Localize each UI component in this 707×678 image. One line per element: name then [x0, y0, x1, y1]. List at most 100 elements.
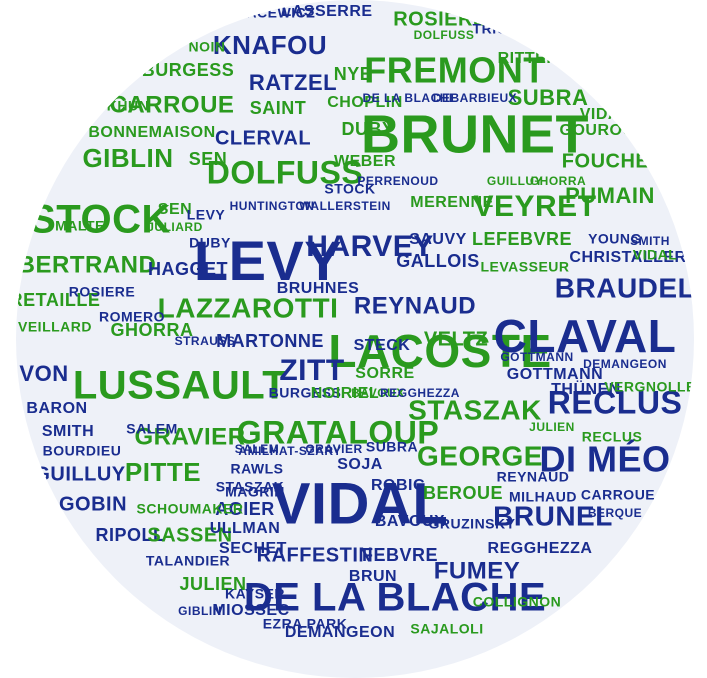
word-11: GRATALOUP: [237, 414, 439, 450]
word-37: NYE: [334, 64, 373, 84]
word-16: BRAUDEL: [555, 272, 694, 303]
word-17: STASZAK: [408, 394, 542, 425]
word-3: LACOSTE: [328, 325, 551, 377]
word-42: RITTER: [498, 50, 559, 67]
word-23: BERTRAND: [18, 251, 157, 278]
word-62: GHORRA: [111, 320, 194, 340]
word-59: GUILLUY: [34, 463, 125, 485]
word-121: ROSIERE: [69, 284, 136, 300]
word-115: GRAVIER: [305, 442, 362, 456]
word-19: BRUNEL: [493, 500, 613, 531]
word-27: KNAFOU: [213, 30, 327, 60]
word-77: SORRE: [355, 365, 414, 382]
word-133: KAYSER: [225, 586, 285, 602]
word-96: MALTE: [55, 218, 105, 234]
word-57: SMITH: [42, 423, 94, 440]
word-56: BARON: [26, 400, 87, 417]
word-14: VEYRET: [473, 190, 596, 223]
word-79: VELTZ: [424, 328, 488, 350]
word-73: ROBIC: [371, 477, 425, 494]
word-103: VERGNOLLE: [604, 379, 694, 395]
word-50: YOUNG: [588, 231, 642, 247]
word-127: GOTTMANN: [500, 350, 573, 364]
word-116: AMILHAT-SZARY: [238, 444, 341, 458]
word-134: GIBLIN: [178, 604, 222, 618]
word-21: CARROUE: [110, 91, 235, 118]
word-71: SOJA: [337, 456, 383, 473]
word-128: JULIEN: [529, 420, 575, 434]
word-41: VIDAL: [580, 106, 631, 123]
word-138: NOIN: [189, 39, 226, 55]
word-114: SUBRA: [366, 439, 418, 455]
word-105: DEMANGEON: [583, 357, 667, 371]
word-118: RAWLS: [230, 461, 283, 477]
word-20: REYNAUD: [354, 292, 476, 319]
word-107: CARROUE: [581, 487, 655, 503]
word-31: FOUCHER: [562, 150, 664, 172]
word-13: HARVEY: [306, 230, 433, 263]
word-54: VEILLARD: [18, 319, 92, 335]
word-94: HUNTINGTON: [230, 199, 315, 213]
word-119: STASZAK: [216, 479, 285, 495]
word-48: LEFEBVRE: [472, 229, 572, 249]
word-83: DEMANGEON: [285, 624, 395, 640]
word-34: SAINT: [250, 98, 307, 118]
word-51: MERENNE: [410, 194, 494, 211]
word-132: MAGRIN: [225, 484, 285, 500]
word-10: DI MÉO: [539, 439, 670, 480]
word-87: SALEM: [126, 421, 178, 437]
word-61: RIPOLL: [96, 525, 165, 545]
word-63: SASSEN: [147, 524, 232, 546]
word-88: GRUZINSKY: [429, 516, 516, 532]
word-64: JULIEN: [179, 574, 246, 594]
word-22: GIBLIN: [82, 143, 173, 173]
word-65: MARTONNE: [216, 331, 324, 351]
word-108: ROMERO: [99, 309, 165, 325]
word-29: ROSIERE: [393, 8, 487, 30]
word-124: NOIRIEL: [311, 385, 379, 402]
word-cloud-disc: BRUNET VIDAL LEVY LACOSTE CLAVAL DE LA BLACHE…: [16, 0, 694, 678]
word-109: SEN: [158, 201, 192, 218]
word-45: KHUN: [107, 98, 149, 114]
word-69: FEBVRE: [362, 545, 438, 565]
word-78: STECK: [354, 337, 411, 354]
word-95: WALLERSTEIN: [299, 199, 391, 213]
word-135: EZRA PARK: [263, 616, 348, 632]
word-93: PERRENOUD: [357, 174, 438, 188]
word-43: BURGESS: [142, 60, 235, 80]
word-137: RECKACEWICZ: [205, 5, 316, 21]
word-5: DE LA BLACHE: [244, 576, 546, 620]
word-0: BRUNET: [361, 104, 589, 164]
word-52: HAGGET: [148, 259, 228, 279]
word-55: VON: [19, 361, 68, 386]
word-101: LEVASSEUR: [480, 259, 569, 275]
word-84: MIOSSEC: [212, 602, 289, 619]
word-126: REGGHEZZA: [380, 386, 460, 400]
word-113: STRAUSS: [175, 334, 236, 348]
word-38: CHOPLIN: [327, 94, 403, 111]
word-9: DOLFUSS: [207, 154, 363, 190]
word-136: TRICART: [473, 21, 538, 37]
word-104: GOTTMANN: [507, 366, 603, 383]
word-85: TALANDIER: [146, 553, 230, 569]
word-1: VIDAL: [272, 471, 449, 536]
word-68: RAFFESTIN: [257, 544, 374, 566]
word-106: MILHAUD: [509, 489, 577, 505]
word-129: RECLUS: [582, 429, 643, 445]
word-26: ZITT: [279, 354, 344, 387]
word-2: LEVY: [194, 229, 342, 292]
word-25: GRAVIER: [134, 423, 245, 450]
word-91: DE LA BLACHE: [363, 91, 458, 105]
word-60: GOBIN: [59, 493, 127, 515]
word-66: BRUHNES: [277, 280, 360, 297]
word-12: LAZZAROTTI: [158, 292, 339, 323]
word-39: WEBER: [334, 153, 396, 170]
word-70: FUMEY: [434, 557, 521, 584]
word-120: BRUN: [349, 568, 397, 585]
word-40: GOUROU: [560, 122, 635, 139]
word-112: STOCK: [324, 181, 375, 197]
word-102: THÜNEN: [551, 379, 621, 398]
word-122: JULIARD: [147, 220, 203, 234]
word-130: REYNAUD: [497, 469, 570, 485]
word-125: BAVOUX: [351, 386, 404, 400]
